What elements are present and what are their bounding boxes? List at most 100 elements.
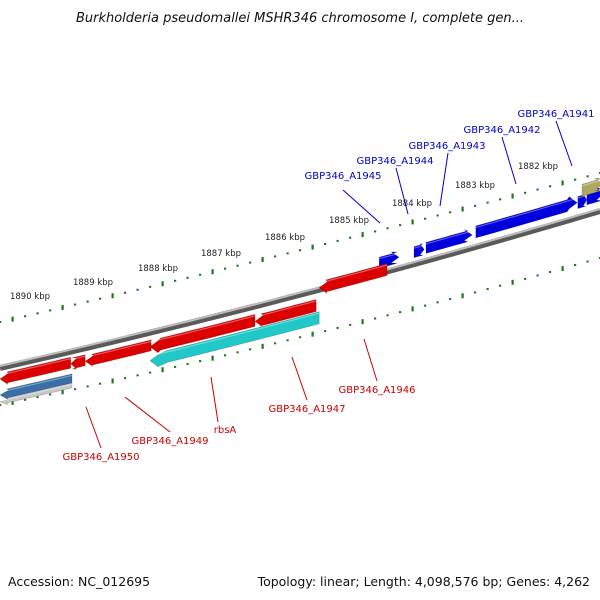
gene-arrow-GBP346_A1944-highlight — [413, 244, 425, 249]
callout-line — [555, 120, 573, 167]
tick-minor — [574, 264, 577, 267]
tick-minor — [49, 309, 52, 312]
gene-callouts: GBP346_A1945 GBP346_A1944 GBP346_A1943 GBP3… — [62, 109, 594, 463]
tick-minor — [524, 277, 527, 280]
tick-minor — [336, 239, 339, 242]
gene-arrow-GBP346_A1947 — [254, 299, 317, 328]
tick-major — [561, 266, 564, 272]
tick-minor — [474, 291, 477, 294]
gene-features — [0, 177, 600, 405]
gene-arrow-GBP346_A1950b — [70, 354, 86, 370]
tick-minor — [0, 404, 2, 406]
tick-minor — [249, 348, 252, 351]
tick-minor — [0, 321, 2, 323]
gene-arrow-GBP346_A1949 — [84, 339, 152, 368]
kbp-label: 1886 kbp — [265, 233, 305, 243]
tick-minor — [299, 249, 302, 252]
tick-major — [211, 355, 214, 361]
chromosome-backbone-highlight — [0, 208, 600, 367]
tick-minor — [374, 230, 377, 233]
tick-minor — [174, 365, 177, 368]
tick-major — [461, 206, 464, 212]
tick-minor — [449, 211, 452, 214]
tick-minor — [424, 304, 427, 307]
feature-arrow-grey — [0, 382, 73, 405]
tick-major — [511, 193, 514, 199]
tick-major — [161, 367, 164, 373]
callout-line — [501, 136, 517, 185]
tick-minor — [186, 363, 189, 366]
tick-minor — [36, 396, 39, 399]
kbp-label: 1887 kbp — [201, 249, 241, 259]
kbp-labels: 1890 kbp 1889 kbp 1888 kbp 1887 kbp 1886 kbp… — [10, 162, 558, 302]
gene-arrow-GBP346_A1946 — [318, 263, 388, 294]
tick-major — [111, 378, 114, 384]
tick-minor — [536, 274, 539, 277]
kbp-label: 1884 kbp — [392, 199, 432, 209]
gene-arrow-GBP346_A1950b-highlight — [70, 355, 86, 361]
tick-minor — [49, 393, 52, 396]
gene-arrow-GBP346_A1945-highlight — [379, 252, 400, 260]
tick-minor — [136, 374, 139, 377]
callout-line — [395, 167, 409, 215]
tick-minor — [549, 185, 552, 188]
gene-arrow-rbsA-highlight — [149, 315, 256, 343]
tick-minor — [86, 300, 89, 303]
topology-text: Topology: linear; Length: 4,098,576 bp; … — [257, 574, 590, 589]
tick-major — [11, 399, 14, 405]
tick-minor — [236, 351, 239, 354]
tick-major — [411, 219, 414, 225]
tick-minor — [299, 336, 302, 339]
gene-label-GBP346_A1943: GBP346_A1943 — [408, 141, 485, 152]
tick-major — [311, 244, 314, 250]
kbp-label: 1882 kbp — [518, 162, 558, 172]
tick-minor — [136, 288, 139, 291]
kbp-label: 1885 kbp — [329, 216, 369, 226]
feature-arrow-steelblue — [0, 373, 73, 401]
kbp-label: 1883 kbp — [455, 181, 495, 191]
gene-arrow-GBP346_A1943-highlight — [425, 230, 473, 245]
tick-minor — [149, 371, 152, 374]
gene-arrow-GBP346_A1947-highlight — [254, 300, 317, 318]
tick-minor — [324, 243, 327, 246]
tick-minor — [499, 198, 502, 201]
tick-minor — [124, 377, 127, 380]
tick-minor — [199, 360, 202, 363]
gene-arrow-rbsA — [149, 314, 256, 354]
tick-minor — [86, 385, 89, 388]
tick-minor — [224, 267, 227, 270]
tick-major — [461, 293, 464, 299]
gene-arrow-GBP346_A1941a — [577, 193, 588, 210]
tick-major — [261, 257, 264, 263]
callout-line — [363, 338, 378, 382]
tick-minor — [174, 279, 177, 282]
tick-minor — [549, 271, 552, 274]
gene-arrow-GBP346_A1950 — [0, 356, 72, 385]
tick-minor — [274, 255, 277, 258]
tick-major — [311, 331, 314, 337]
accession-text: Accession: NC_012695 — [8, 574, 150, 589]
tick-minor — [424, 217, 427, 220]
tick-minor — [486, 288, 489, 291]
tick-minor — [286, 339, 289, 342]
gene-label-GBP346_A1950: GBP346_A1950 — [62, 452, 139, 463]
tick-minor — [74, 303, 77, 306]
gene-arrow-GBP346_A1946-highlight — [319, 264, 388, 284]
tick-minor — [199, 273, 202, 276]
chromosome-backbone — [0, 208, 600, 371]
gene-arrow-GBP346_A1941a-highlight — [577, 194, 587, 199]
gene-label-GBP346_A1947: GBP346_A1947 — [268, 404, 345, 415]
feature-arrow-steelblue-highlight — [0, 374, 73, 393]
tick-minor — [124, 291, 127, 294]
tick-minor — [249, 261, 252, 264]
tick-major — [411, 306, 414, 312]
callout-line — [210, 376, 219, 423]
tick-minor — [374, 317, 377, 320]
feature-arrow-olive — [581, 177, 600, 197]
rna-arrow-cyan — [149, 311, 320, 368]
gene-arrow-GBP346_A1942-highlight — [475, 197, 578, 228]
tick-major — [361, 232, 364, 238]
tick-minor — [574, 178, 577, 181]
